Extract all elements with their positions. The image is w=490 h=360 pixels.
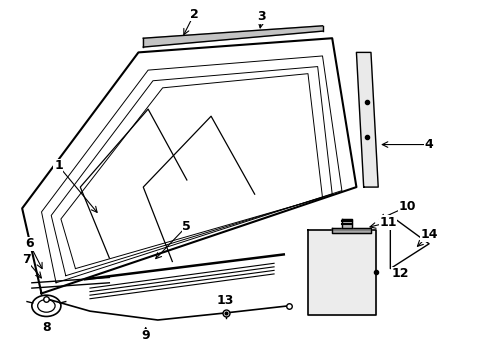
Text: 3: 3 [258, 10, 266, 23]
Text: 12: 12 [392, 267, 409, 280]
Text: 14: 14 [420, 229, 438, 242]
Text: 9: 9 [142, 329, 150, 342]
Text: 13: 13 [217, 294, 234, 307]
Polygon shape [342, 219, 352, 228]
Text: 10: 10 [398, 200, 416, 213]
Polygon shape [332, 228, 371, 233]
Text: 6: 6 [25, 237, 34, 250]
Polygon shape [356, 53, 378, 187]
Text: 11: 11 [379, 216, 397, 229]
Text: 1: 1 [54, 159, 63, 172]
Polygon shape [308, 230, 376, 315]
Polygon shape [143, 26, 322, 47]
Text: 2: 2 [190, 8, 198, 21]
Text: 4: 4 [425, 138, 434, 151]
Text: 7: 7 [22, 253, 30, 266]
Text: 5: 5 [182, 220, 191, 233]
Text: 8: 8 [42, 321, 50, 334]
